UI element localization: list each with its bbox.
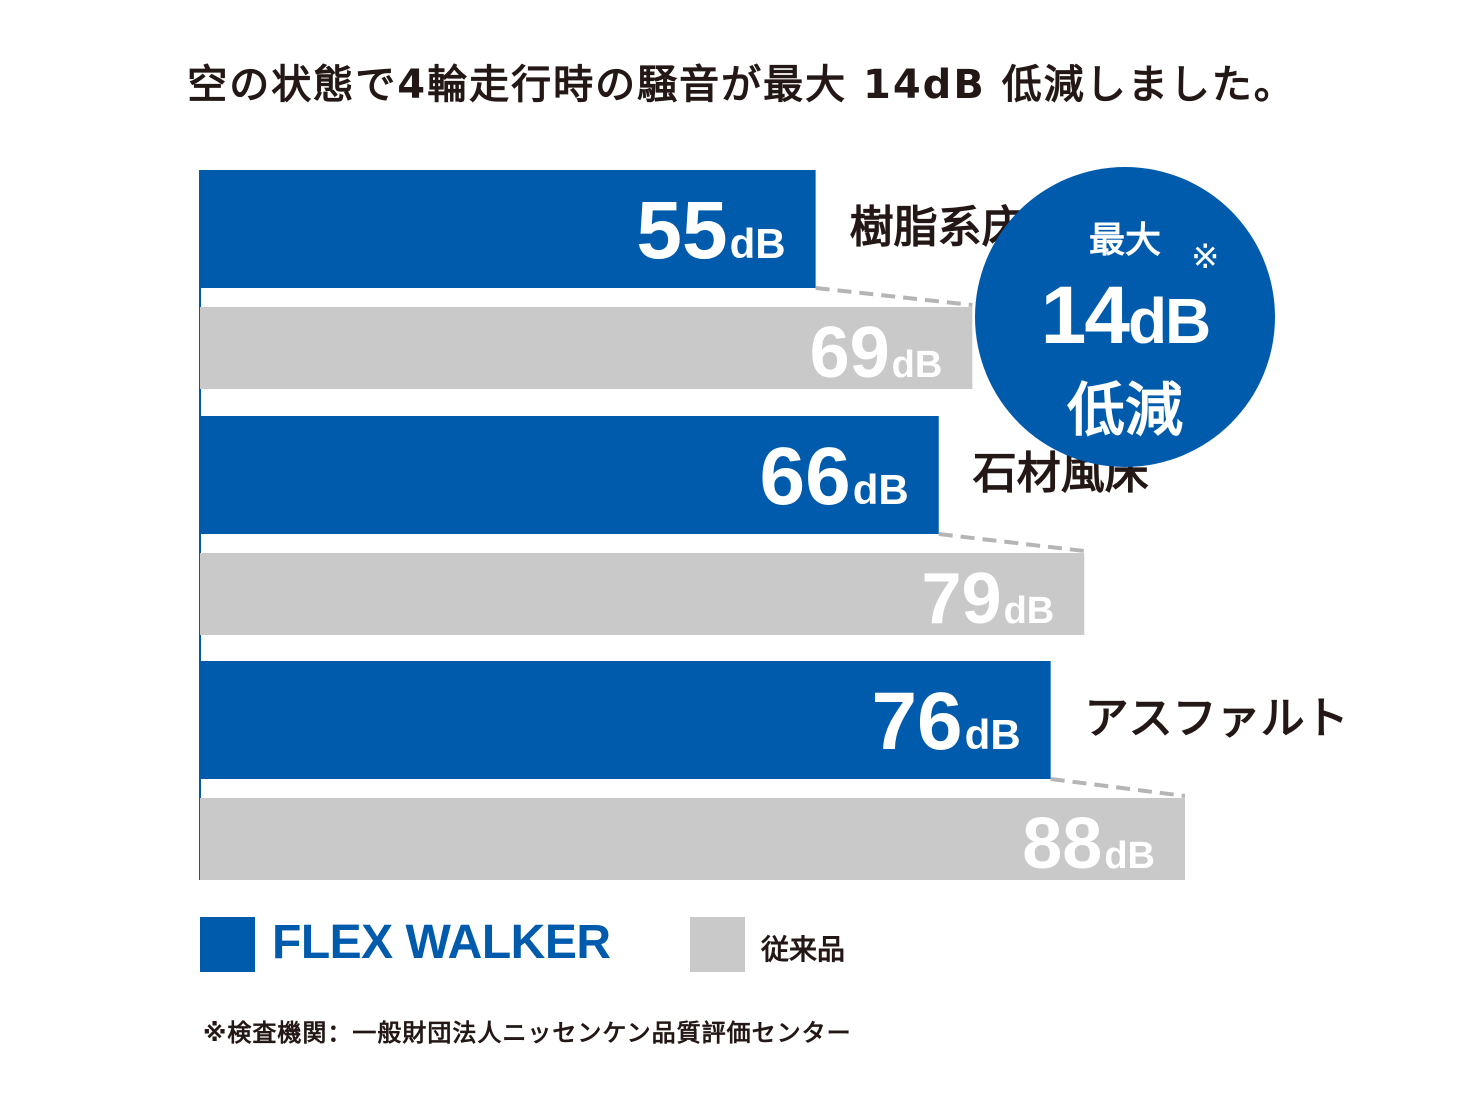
badge-max-label: 最大 — [1088, 220, 1161, 261]
badge-value-unit: dB — [1127, 285, 1211, 357]
legend-label-flex-walker: FLEX WALKER — [272, 916, 611, 969]
footnote: ※検査機関：一般財団法人ニッセンケン品質評価センター — [203, 1019, 852, 1047]
chart-title: 空の状態で4輪走行時の騒音が最大 14dB 低減しました。 — [187, 62, 1296, 108]
badge-value-number: 14 — [1040, 270, 1130, 361]
badge-value: 14dB — [975, 271, 1275, 366]
category-label: アスファルト — [1085, 693, 1349, 744]
dashed-connector — [815, 286, 973, 307]
bar-value-label: 69dB — [810, 313, 943, 393]
badge-footnote-mark: ※ — [1191, 237, 1220, 277]
reduction-badge: 最大 ※ 14dB 低減 — [975, 167, 1275, 467]
bar-value-label: 79dB — [922, 559, 1055, 639]
bar-value-label: 66dB — [760, 431, 909, 522]
bar-conventional — [200, 553, 1085, 635]
bar-flex-walker — [200, 416, 939, 534]
legend-swatch-flex-walker — [200, 917, 255, 972]
bar-value-label: 88dB — [1022, 804, 1155, 884]
dashed-connector — [1050, 777, 1186, 798]
bar-flex-walker — [200, 661, 1051, 779]
bar-conventional — [200, 307, 973, 389]
dashed-connector — [938, 532, 1085, 553]
bar-conventional — [200, 798, 1185, 880]
legend-label-conventional: 従来品 — [761, 933, 846, 966]
bar-flex-walker — [200, 170, 816, 288]
bar-value-label: 76dB — [871, 676, 1020, 767]
badge-reduction-label: 低減 — [1066, 376, 1183, 444]
legend-swatch-conventional — [690, 917, 745, 972]
bar-value-label: 55dB — [636, 185, 785, 276]
